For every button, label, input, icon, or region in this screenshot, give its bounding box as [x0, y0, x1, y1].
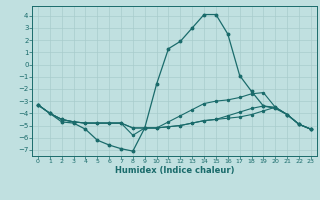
- X-axis label: Humidex (Indice chaleur): Humidex (Indice chaleur): [115, 166, 234, 175]
